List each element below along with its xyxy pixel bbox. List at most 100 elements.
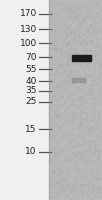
Point <box>93 125 95 128</box>
Point <box>54 180 56 183</box>
Point <box>92 146 94 149</box>
Point <box>50 52 52 55</box>
Point <box>93 73 94 76</box>
Point <box>91 83 93 87</box>
Point <box>80 79 81 82</box>
Point <box>81 56 82 59</box>
Point <box>80 21 82 24</box>
Point <box>57 83 58 86</box>
Point <box>73 28 74 31</box>
Point <box>84 89 85 93</box>
Point <box>60 120 61 123</box>
Point <box>62 150 64 154</box>
Point <box>99 170 101 174</box>
Point <box>66 162 68 166</box>
Point <box>74 32 76 35</box>
Point <box>78 80 80 84</box>
Point <box>95 139 96 142</box>
Point <box>60 88 61 92</box>
Point <box>56 104 57 107</box>
Point <box>67 168 68 171</box>
Point <box>81 160 83 163</box>
Point <box>76 193 78 196</box>
Point <box>86 54 88 57</box>
Point <box>78 168 79 172</box>
Point <box>96 176 97 179</box>
Point <box>89 156 90 160</box>
Point <box>86 181 87 184</box>
Point <box>51 38 52 41</box>
Point <box>86 57 88 60</box>
Point <box>63 16 65 20</box>
Point <box>83 77 85 80</box>
Point <box>75 14 76 17</box>
Point <box>65 133 66 136</box>
Point <box>98 178 100 182</box>
Point <box>54 58 56 61</box>
Point <box>94 141 96 144</box>
Point <box>65 173 67 176</box>
Point <box>65 1 67 4</box>
Point <box>97 157 99 160</box>
Point <box>71 94 73 97</box>
Point <box>82 183 84 186</box>
Point <box>53 37 54 40</box>
Point <box>51 96 52 99</box>
Point <box>64 187 65 190</box>
Point <box>86 18 87 21</box>
Point <box>79 58 81 62</box>
Point <box>73 188 74 191</box>
Point <box>79 70 80 73</box>
Point <box>100 133 101 136</box>
Point <box>85 33 86 36</box>
Point <box>74 113 76 116</box>
Point <box>98 161 100 164</box>
Point <box>80 66 82 70</box>
Point <box>78 19 80 22</box>
Point <box>64 121 66 125</box>
Point <box>97 90 99 93</box>
Point <box>98 172 100 175</box>
Point <box>95 9 96 12</box>
Point <box>85 80 87 83</box>
Point <box>76 79 78 82</box>
Point <box>83 109 85 112</box>
Point <box>79 34 81 37</box>
Point <box>68 97 69 100</box>
Point <box>82 51 84 54</box>
Point <box>87 166 89 169</box>
Point <box>81 2 83 5</box>
Point <box>62 69 64 72</box>
Point <box>76 123 78 126</box>
Point <box>75 97 76 101</box>
Point <box>53 28 54 31</box>
Point <box>56 108 57 111</box>
Point <box>53 161 55 164</box>
Point <box>83 41 84 44</box>
Point <box>75 35 76 38</box>
Point <box>99 127 101 130</box>
Point <box>57 114 59 117</box>
Point <box>90 98 92 101</box>
Point <box>58 45 60 48</box>
Point <box>69 47 71 51</box>
Point <box>98 69 99 72</box>
Point <box>56 192 57 195</box>
Point <box>84 171 86 174</box>
Point <box>91 152 93 156</box>
Point <box>63 93 64 96</box>
Point <box>91 26 93 29</box>
Point <box>79 102 80 105</box>
Point <box>76 14 77 18</box>
Point <box>90 41 91 44</box>
Point <box>65 52 66 55</box>
Point <box>54 63 56 66</box>
Point <box>89 61 91 64</box>
Point <box>82 62 83 65</box>
Point <box>65 82 67 85</box>
Point <box>85 1 86 4</box>
Point <box>58 167 60 170</box>
Point <box>89 40 91 44</box>
Point <box>81 183 83 186</box>
Point <box>61 195 63 198</box>
